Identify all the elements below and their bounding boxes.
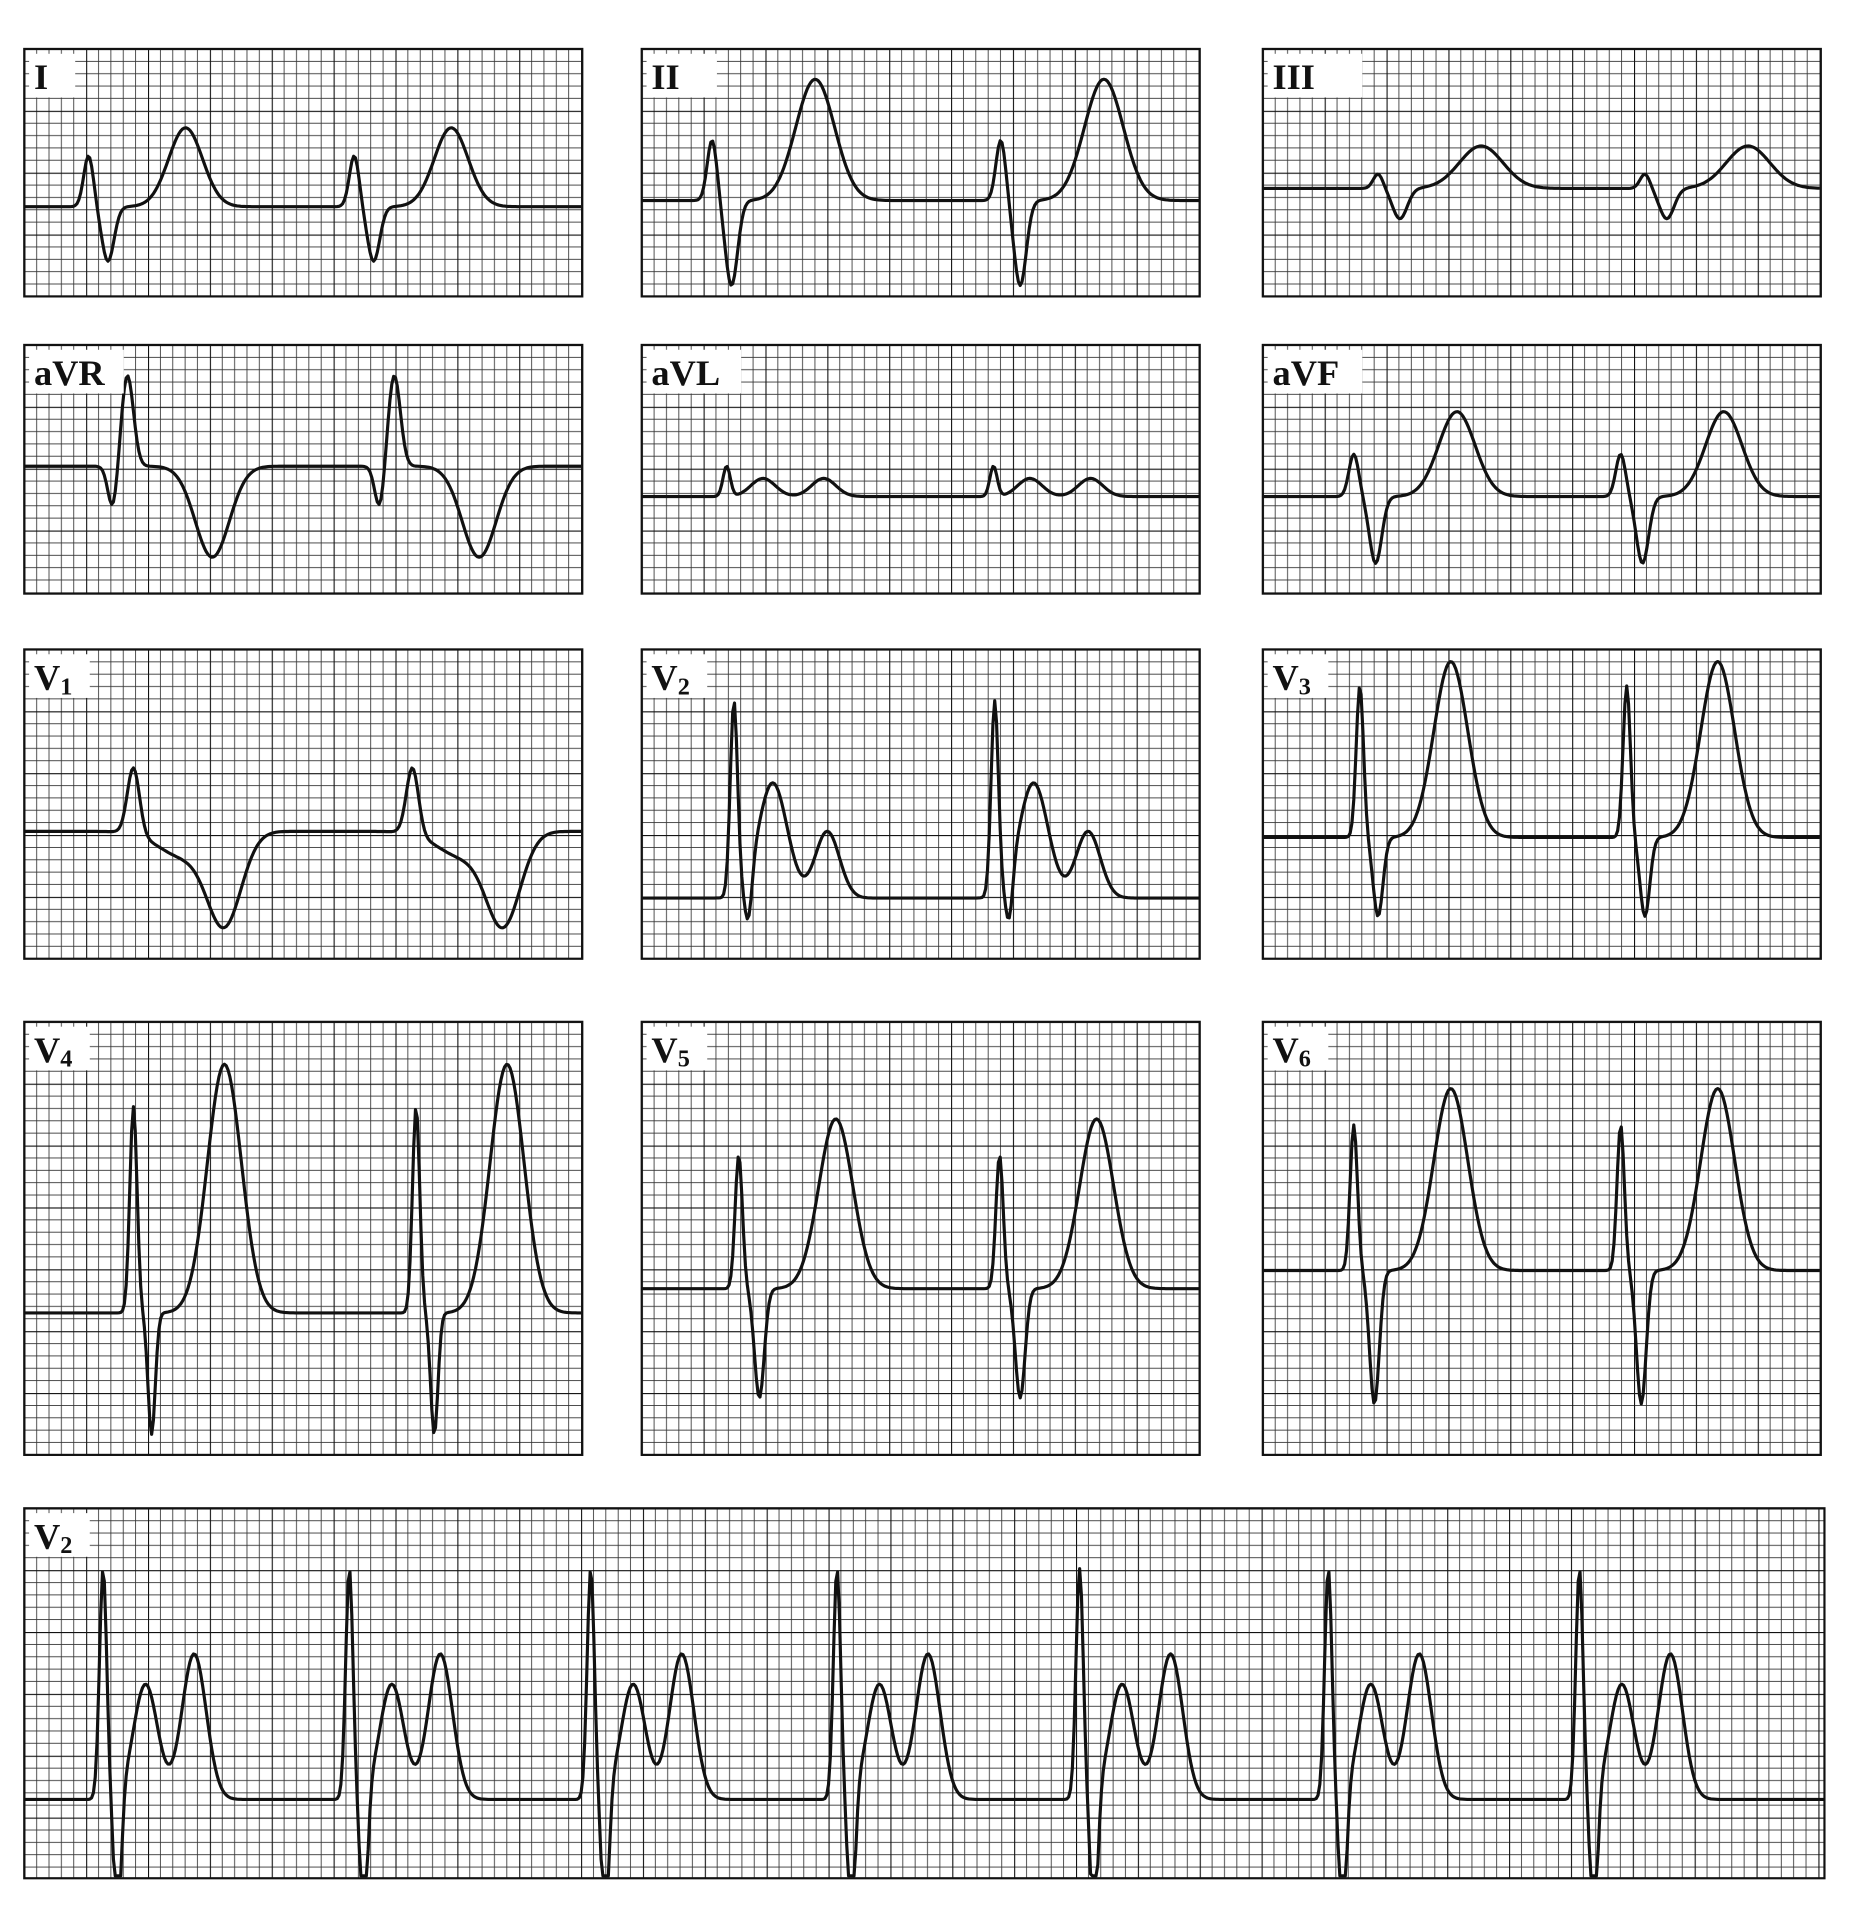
lead-name: V: [34, 1516, 60, 1556]
lead-name: aVR: [34, 353, 105, 393]
lead-name: I: [34, 57, 48, 97]
lead-name: aVL: [651, 353, 720, 393]
lead-name: III: [1273, 57, 1315, 97]
ecg-grid: [640, 648, 1201, 960]
ecg-trace: [24, 766, 582, 930]
lead-name: V: [1273, 657, 1299, 697]
ecg-grid: [640, 1020, 1201, 1456]
lead-subscript: 1: [60, 673, 72, 700]
label-background: [29, 654, 90, 698]
label-background: [646, 1026, 708, 1071]
lead-name: V: [34, 657, 60, 697]
ecg-grid: [23, 1507, 1826, 1880]
lead-name: II: [651, 57, 679, 97]
ecg-trace: [641, 1117, 1199, 1400]
label-background: [1267, 349, 1363, 394]
lead-panel: II: [640, 47, 1201, 298]
lead-subscript: 2: [60, 1532, 72, 1559]
label-background: [646, 349, 742, 394]
lead-label: aVR: [34, 353, 105, 393]
lead-subscript: 3: [1299, 673, 1311, 700]
lead-panel: aVR: [23, 343, 584, 595]
ecg-grid: [23, 47, 584, 298]
lead-name: V: [1273, 1030, 1299, 1070]
lead-name: V: [34, 1030, 60, 1070]
lead-name: aVF: [1273, 353, 1340, 393]
ecg-trace: [1262, 1086, 1820, 1406]
lead-panel: V3: [1261, 648, 1822, 960]
label-background: [646, 654, 708, 698]
label-background: [1267, 53, 1363, 98]
label-background: [29, 349, 124, 394]
lead-label: V5: [651, 1030, 689, 1073]
ecg-trace: [24, 1567, 1824, 1878]
ecg-trace: [24, 1062, 582, 1436]
label-background: [1267, 654, 1329, 698]
lead-label: V1: [34, 657, 72, 700]
lead-label: V4: [34, 1030, 72, 1073]
lead-panel: V5: [640, 1020, 1201, 1456]
ecg-trace: [1262, 659, 1820, 918]
lead-subscript: 6: [1299, 1046, 1311, 1073]
label-background: [646, 53, 717, 98]
lead-panel: V6: [1261, 1020, 1822, 1456]
lead-panel: aVL: [640, 343, 1201, 595]
ecg-grid: [23, 1020, 584, 1456]
lead-panel: V2: [640, 648, 1201, 960]
lead-label: V2: [651, 657, 689, 700]
ecg-grid: [640, 47, 1201, 298]
lead-subscript: 4: [60, 1046, 72, 1073]
lead-label: III: [1273, 57, 1315, 97]
lead-subscript: 5: [678, 1046, 690, 1073]
ecg-trace: [1262, 144, 1820, 221]
lead-label: aVL: [651, 353, 720, 393]
label-background: [29, 1026, 90, 1071]
ecg-trace: [24, 374, 582, 559]
lead-label: II: [651, 57, 679, 97]
ecg-trace: [24, 126, 582, 263]
lead-label: V3: [1273, 657, 1311, 700]
lead-label: I: [34, 57, 48, 97]
ecg-trace: [641, 464, 1199, 499]
lead-panel: III: [1261, 47, 1822, 298]
lead-panel: V2: [23, 1507, 1826, 1880]
lead-subscript: 2: [678, 673, 690, 700]
lead-name: V: [651, 1030, 677, 1070]
lead-panel: V1: [23, 648, 584, 960]
lead-panel: V4: [23, 1020, 584, 1456]
lead-panel: aVF: [1261, 343, 1822, 595]
ecg-trace: [641, 77, 1199, 288]
ecg-trace: [641, 699, 1199, 921]
ecg-grid: [23, 648, 584, 960]
ecg-trace: [1262, 410, 1820, 565]
label-background: [29, 1513, 90, 1557]
lead-name: V: [651, 657, 677, 697]
lead-panel: I: [23, 47, 584, 298]
lead-label: aVF: [1273, 353, 1340, 393]
lead-label: V6: [1273, 1030, 1311, 1073]
lead-label: V2: [34, 1516, 72, 1559]
label-background: [1267, 1026, 1329, 1071]
ecg-grid: [1261, 648, 1822, 960]
label-background: [29, 53, 76, 98]
ecg-grid: [1261, 1020, 1822, 1456]
